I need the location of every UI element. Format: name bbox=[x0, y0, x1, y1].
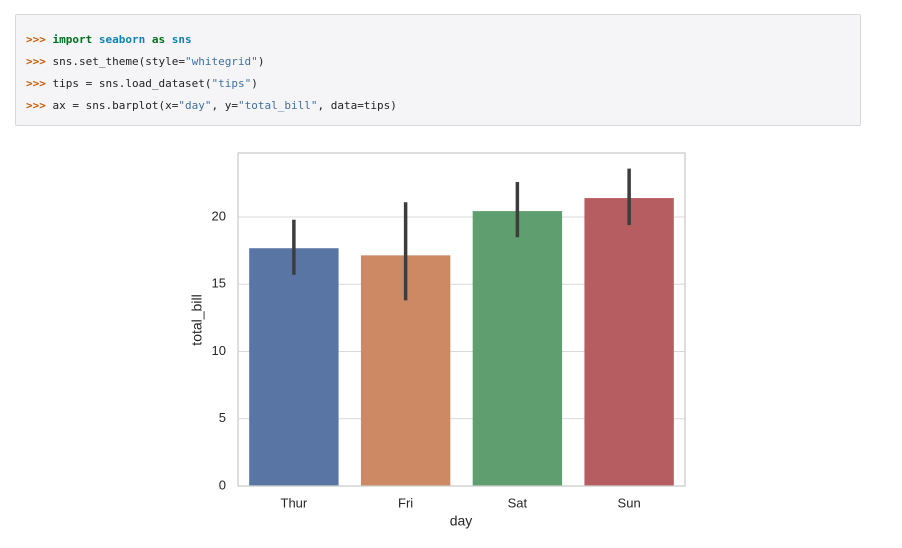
code-text: ) bbox=[251, 77, 258, 90]
y-tick-label: 20 bbox=[212, 208, 226, 223]
x-tick-label: Sun bbox=[618, 495, 641, 510]
bar bbox=[472, 211, 563, 486]
code-block: >>> import seaborn as sns >>> sns.set_th… bbox=[15, 14, 861, 126]
string: "whitegrid" bbox=[184, 55, 258, 68]
y-axis-label: total_bill bbox=[189, 294, 205, 345]
prompt: >>> bbox=[26, 55, 46, 68]
x-tick-label: Thur bbox=[281, 495, 308, 510]
y-tick-label: 5 bbox=[219, 410, 226, 425]
axes-frame bbox=[237, 152, 686, 487]
string: "tips" bbox=[211, 77, 252, 90]
y-tick-label: 10 bbox=[212, 343, 226, 358]
string: "day" bbox=[178, 99, 212, 112]
string: "total_bill" bbox=[237, 99, 318, 112]
code-text: , y= bbox=[211, 99, 238, 112]
code-text: sns.set_theme(style= bbox=[52, 55, 185, 68]
code-text: , data=tips) bbox=[317, 99, 397, 112]
y-tick-label: 0 bbox=[219, 477, 226, 492]
code: >>> import seaborn as sns >>> sns.set_th… bbox=[26, 29, 397, 117]
code-text: tips = sns.load_dataset( bbox=[52, 77, 212, 90]
bar bbox=[584, 198, 674, 487]
y-tick-label: 15 bbox=[212, 276, 226, 291]
bar bbox=[249, 248, 339, 486]
x-tick-label: Fri bbox=[398, 495, 413, 510]
prompt: >>> bbox=[26, 77, 46, 90]
x-tick-label: Sat bbox=[508, 495, 528, 510]
x-axis-label: day bbox=[450, 513, 473, 529]
module: sns bbox=[171, 33, 192, 46]
prompt: >>> bbox=[26, 33, 46, 46]
prompt: >>> bbox=[26, 99, 46, 112]
module: seaborn bbox=[98, 33, 146, 46]
keyword: as bbox=[151, 33, 166, 46]
code-text: ax = sns.barplot(x= bbox=[52, 99, 179, 112]
code-text: ) bbox=[257, 55, 265, 68]
keyword: import bbox=[52, 33, 93, 46]
